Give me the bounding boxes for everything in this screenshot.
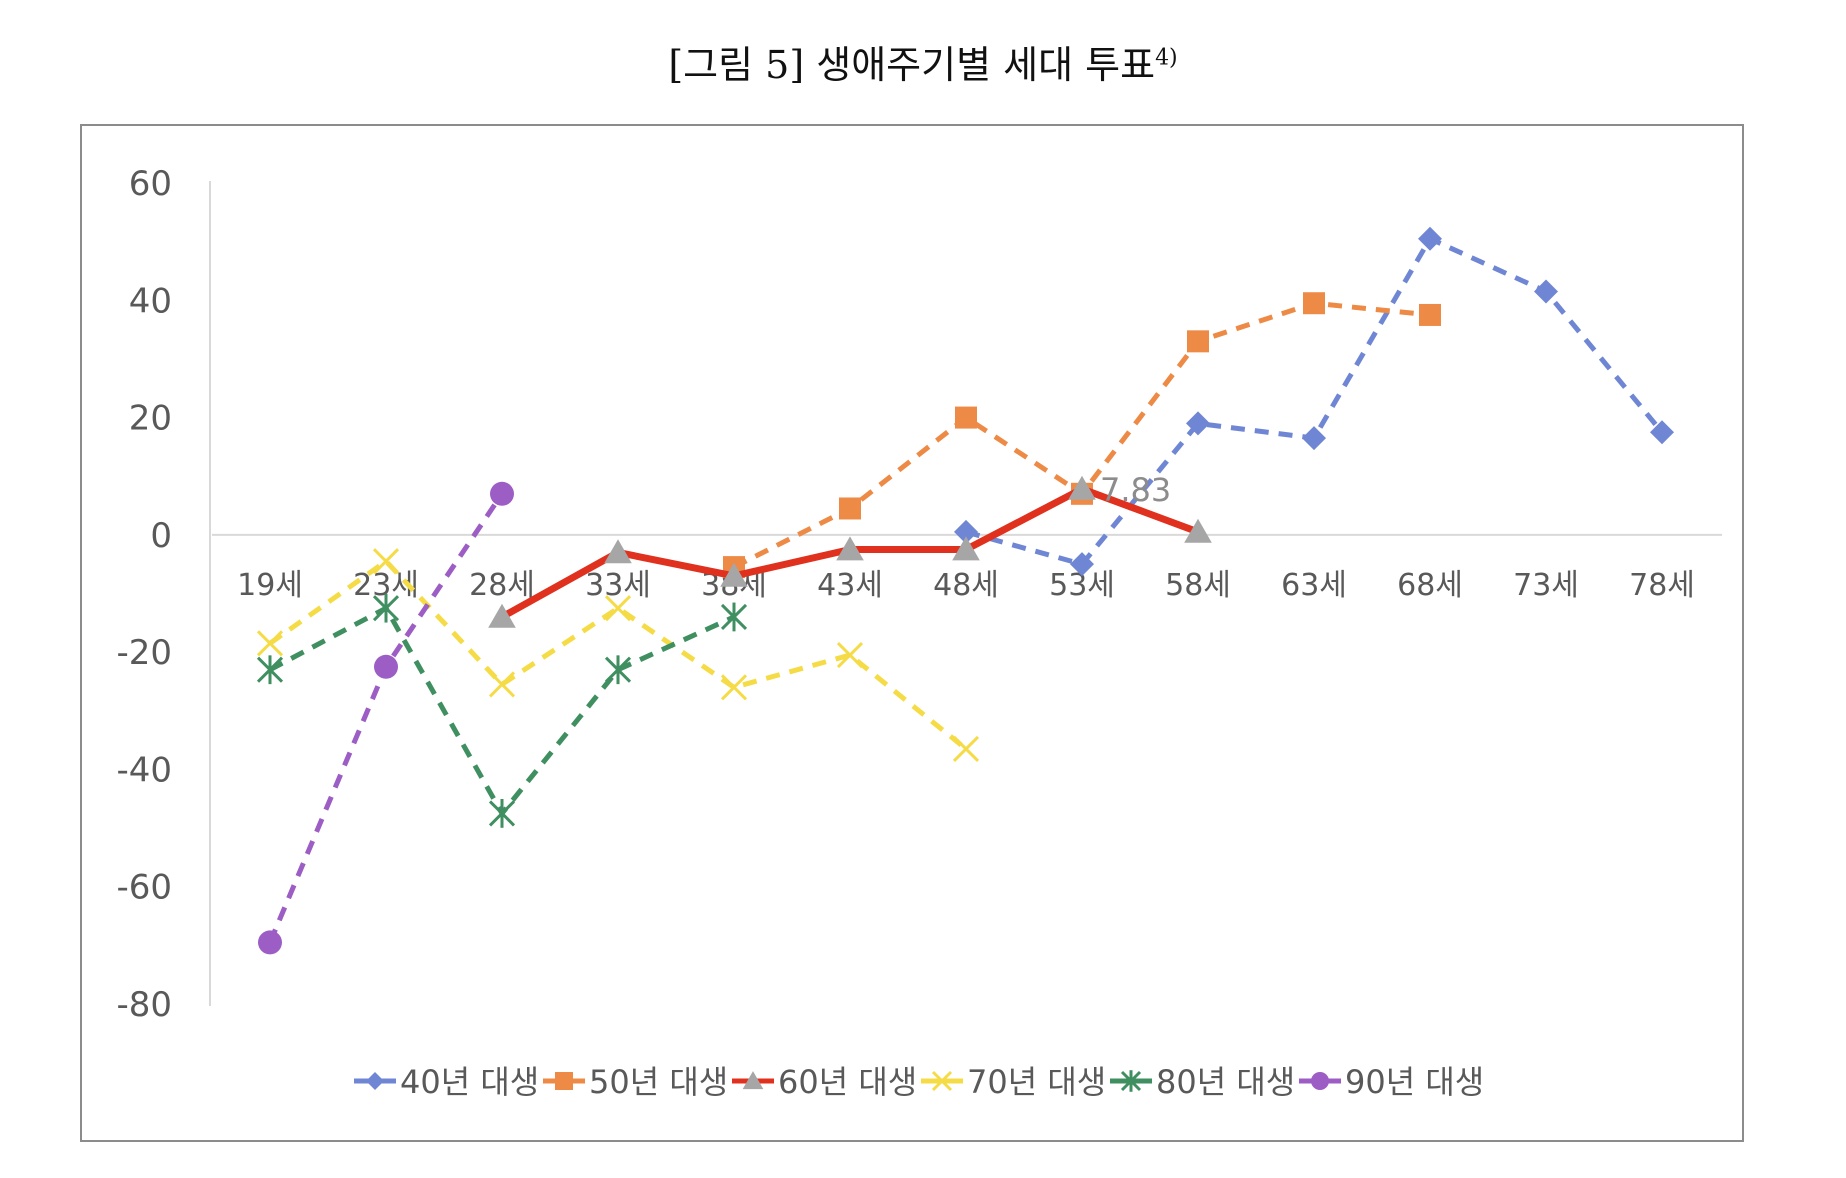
data-point: [604, 595, 632, 622]
x-tick-label: 48세: [933, 568, 999, 603]
legend-item: 80년 대생: [1110, 1063, 1295, 1101]
data-point: [952, 536, 980, 561]
x-tick-label: 58세: [1165, 568, 1231, 603]
legend-swatch-marker: [1311, 1072, 1329, 1090]
y-tick-label: 40: [129, 281, 172, 321]
legend-swatch-marker: [555, 1072, 573, 1090]
data-point: [488, 799, 516, 828]
y-tick-label: -20: [116, 633, 172, 673]
y-tick-label: -80: [116, 985, 172, 1025]
footnote-marker: 4): [1155, 45, 1178, 71]
data-point: [1419, 303, 1441, 326]
legend-label: 80년 대생: [1156, 1063, 1295, 1101]
line-chart: 6040200-20-40-60-8019세23세28세33세38세43세48세…: [116, 164, 1722, 1101]
data-point: [604, 539, 632, 564]
figure-title: [그림 5] 생애주기별 세대 투표4): [0, 34, 1846, 89]
data-point: [1187, 330, 1209, 353]
data-point: [952, 735, 980, 762]
x-tick-label: 28세: [469, 568, 535, 603]
y-tick-label: 20: [129, 399, 172, 439]
x-tick-label: 33세: [585, 568, 651, 603]
series-1: [954, 226, 1674, 577]
x-tick-label: 43세: [817, 568, 883, 603]
legend-label: 50년 대생: [589, 1063, 728, 1101]
data-point: [954, 519, 978, 544]
legend-swatch-marker: [931, 1070, 953, 1092]
legend-swatch-marker: [1120, 1070, 1142, 1092]
data-point: [488, 671, 516, 698]
data-point: [256, 630, 284, 657]
data-point: [256, 655, 284, 685]
series-6: [258, 481, 514, 955]
data-point: [1184, 518, 1212, 543]
x-tick-label: 68세: [1397, 568, 1463, 603]
legend-item: 60년 대생: [732, 1063, 917, 1101]
data-point: [1070, 552, 1094, 577]
chart-frame: 6040200-20-40-60-8019세23세28세33세38세43세48세…: [80, 124, 1744, 1142]
legend-item: 90년 대생: [1299, 1063, 1484, 1101]
data-point: [955, 406, 977, 429]
data-point: [1534, 279, 1558, 304]
data-point: [1186, 411, 1210, 436]
data-point: [490, 481, 514, 506]
data-point: [258, 930, 282, 955]
legend-swatch-marker: [742, 1071, 764, 1090]
data-point: [720, 674, 748, 701]
series-3: [488, 475, 1212, 628]
series-5: [256, 593, 748, 828]
data-point: [1068, 475, 1096, 500]
x-tick-label: 73세: [1513, 568, 1579, 603]
data-label: 7.83: [1100, 471, 1171, 509]
legend-label: 60년 대생: [778, 1063, 917, 1101]
x-tick-label: 63세: [1281, 568, 1347, 603]
data-point: [720, 562, 748, 587]
figure-title-text: [그림 5] 생애주기별 세대 투표: [668, 43, 1156, 87]
x-tick-label: 19세: [237, 568, 303, 603]
data-point: [836, 536, 864, 561]
data-point: [1650, 420, 1674, 445]
data-point: [372, 548, 400, 575]
data-point: [604, 655, 632, 685]
y-tick-label: -40: [116, 750, 172, 790]
legend-label: 40년 대생: [400, 1063, 539, 1101]
legend-label: 70년 대생: [967, 1063, 1106, 1101]
y-tick-label: -60: [116, 868, 172, 908]
legend-item: 40년 대생: [354, 1063, 539, 1101]
x-tick-label: 78세: [1629, 568, 1695, 603]
data-point: [1302, 426, 1326, 451]
data-point: [836, 642, 864, 669]
data-point: [374, 654, 398, 679]
y-tick-label: 60: [129, 164, 172, 204]
legend-item: 70년 대생: [921, 1063, 1106, 1101]
series-line: [732, 300, 1431, 570]
series-4: [256, 548, 980, 762]
data-point: [1418, 226, 1442, 251]
legend-item: 50년 대생: [543, 1063, 728, 1101]
data-point: [1303, 292, 1325, 315]
legend-swatch-marker: [366, 1072, 384, 1090]
data-point: [720, 602, 748, 632]
series-line: [965, 236, 1664, 567]
y-tick-label: 0: [150, 516, 172, 556]
data-point: [839, 497, 861, 520]
data-point: [372, 593, 400, 623]
data-point: [488, 603, 516, 628]
legend-label: 90년 대생: [1345, 1063, 1484, 1101]
